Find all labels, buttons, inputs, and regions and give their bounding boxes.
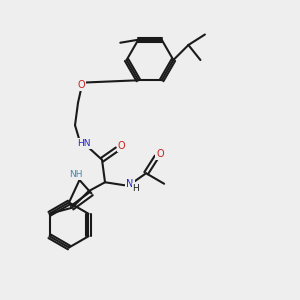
Text: N: N bbox=[126, 179, 134, 189]
Text: O: O bbox=[118, 141, 125, 151]
Text: NH: NH bbox=[69, 170, 82, 179]
Text: H: H bbox=[133, 184, 139, 193]
Text: O: O bbox=[78, 80, 86, 90]
Text: O: O bbox=[156, 149, 164, 159]
Text: HN: HN bbox=[77, 139, 91, 148]
